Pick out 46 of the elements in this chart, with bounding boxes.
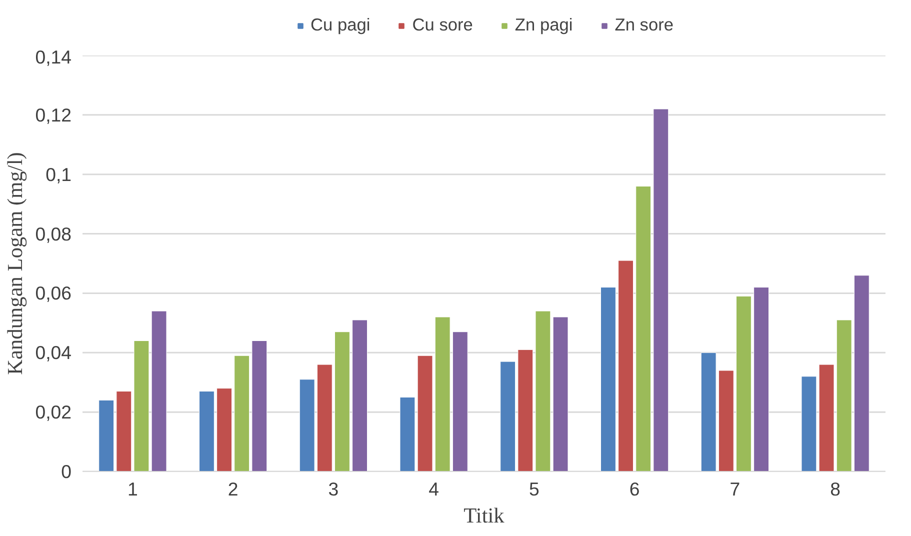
bar <box>199 391 214 472</box>
legend-label: Zn sore <box>614 14 674 36</box>
bar <box>98 400 114 472</box>
y-tick-label: 0,08 <box>35 223 72 244</box>
bar <box>600 287 616 472</box>
x-axis-title: Titik <box>464 504 505 528</box>
y-axis-title: Kandungan Logam (mg/l) <box>3 152 28 375</box>
bar <box>518 349 534 472</box>
bar <box>754 287 769 472</box>
legend-label: Cu pagi <box>310 14 370 36</box>
bar <box>653 108 669 472</box>
bar <box>452 332 468 472</box>
bar <box>316 364 332 472</box>
x-tick-label: 3 <box>328 478 339 500</box>
bar <box>636 186 652 472</box>
bar <box>854 275 870 472</box>
x-tick-label: 8 <box>830 478 841 500</box>
y-tick-label: 0,02 <box>35 402 72 423</box>
bar <box>700 352 716 472</box>
bar <box>252 340 268 472</box>
x-tick-label: 4 <box>428 478 440 500</box>
bar <box>299 379 315 472</box>
legend-label: Zn pagi <box>514 14 573 36</box>
bar <box>618 260 634 472</box>
y-tick-label: 0,1 <box>46 164 72 185</box>
x-tick-label: 6 <box>629 478 640 500</box>
bar <box>216 388 232 472</box>
y-tick-label: 0,04 <box>35 342 72 364</box>
bar <box>836 320 852 472</box>
x-tick-label: 5 <box>529 478 540 500</box>
legend-label: Cu sore <box>412 14 473 36</box>
bar <box>352 320 368 472</box>
bar <box>500 361 516 472</box>
bar <box>334 332 350 472</box>
y-tick-label: 0 <box>61 461 72 482</box>
y-tick-label: 0,14 <box>35 46 72 68</box>
x-tick-label: 7 <box>730 478 740 500</box>
x-tick-label: 2 <box>228 478 238 500</box>
y-tick-label: 0,06 <box>35 282 72 304</box>
bar <box>434 316 450 472</box>
y-tick-label: 0,12 <box>35 104 72 126</box>
x-tick-label: 1 <box>128 478 138 500</box>
bar <box>736 296 752 472</box>
bar <box>116 391 132 472</box>
bar <box>718 370 734 472</box>
bar <box>234 355 250 472</box>
